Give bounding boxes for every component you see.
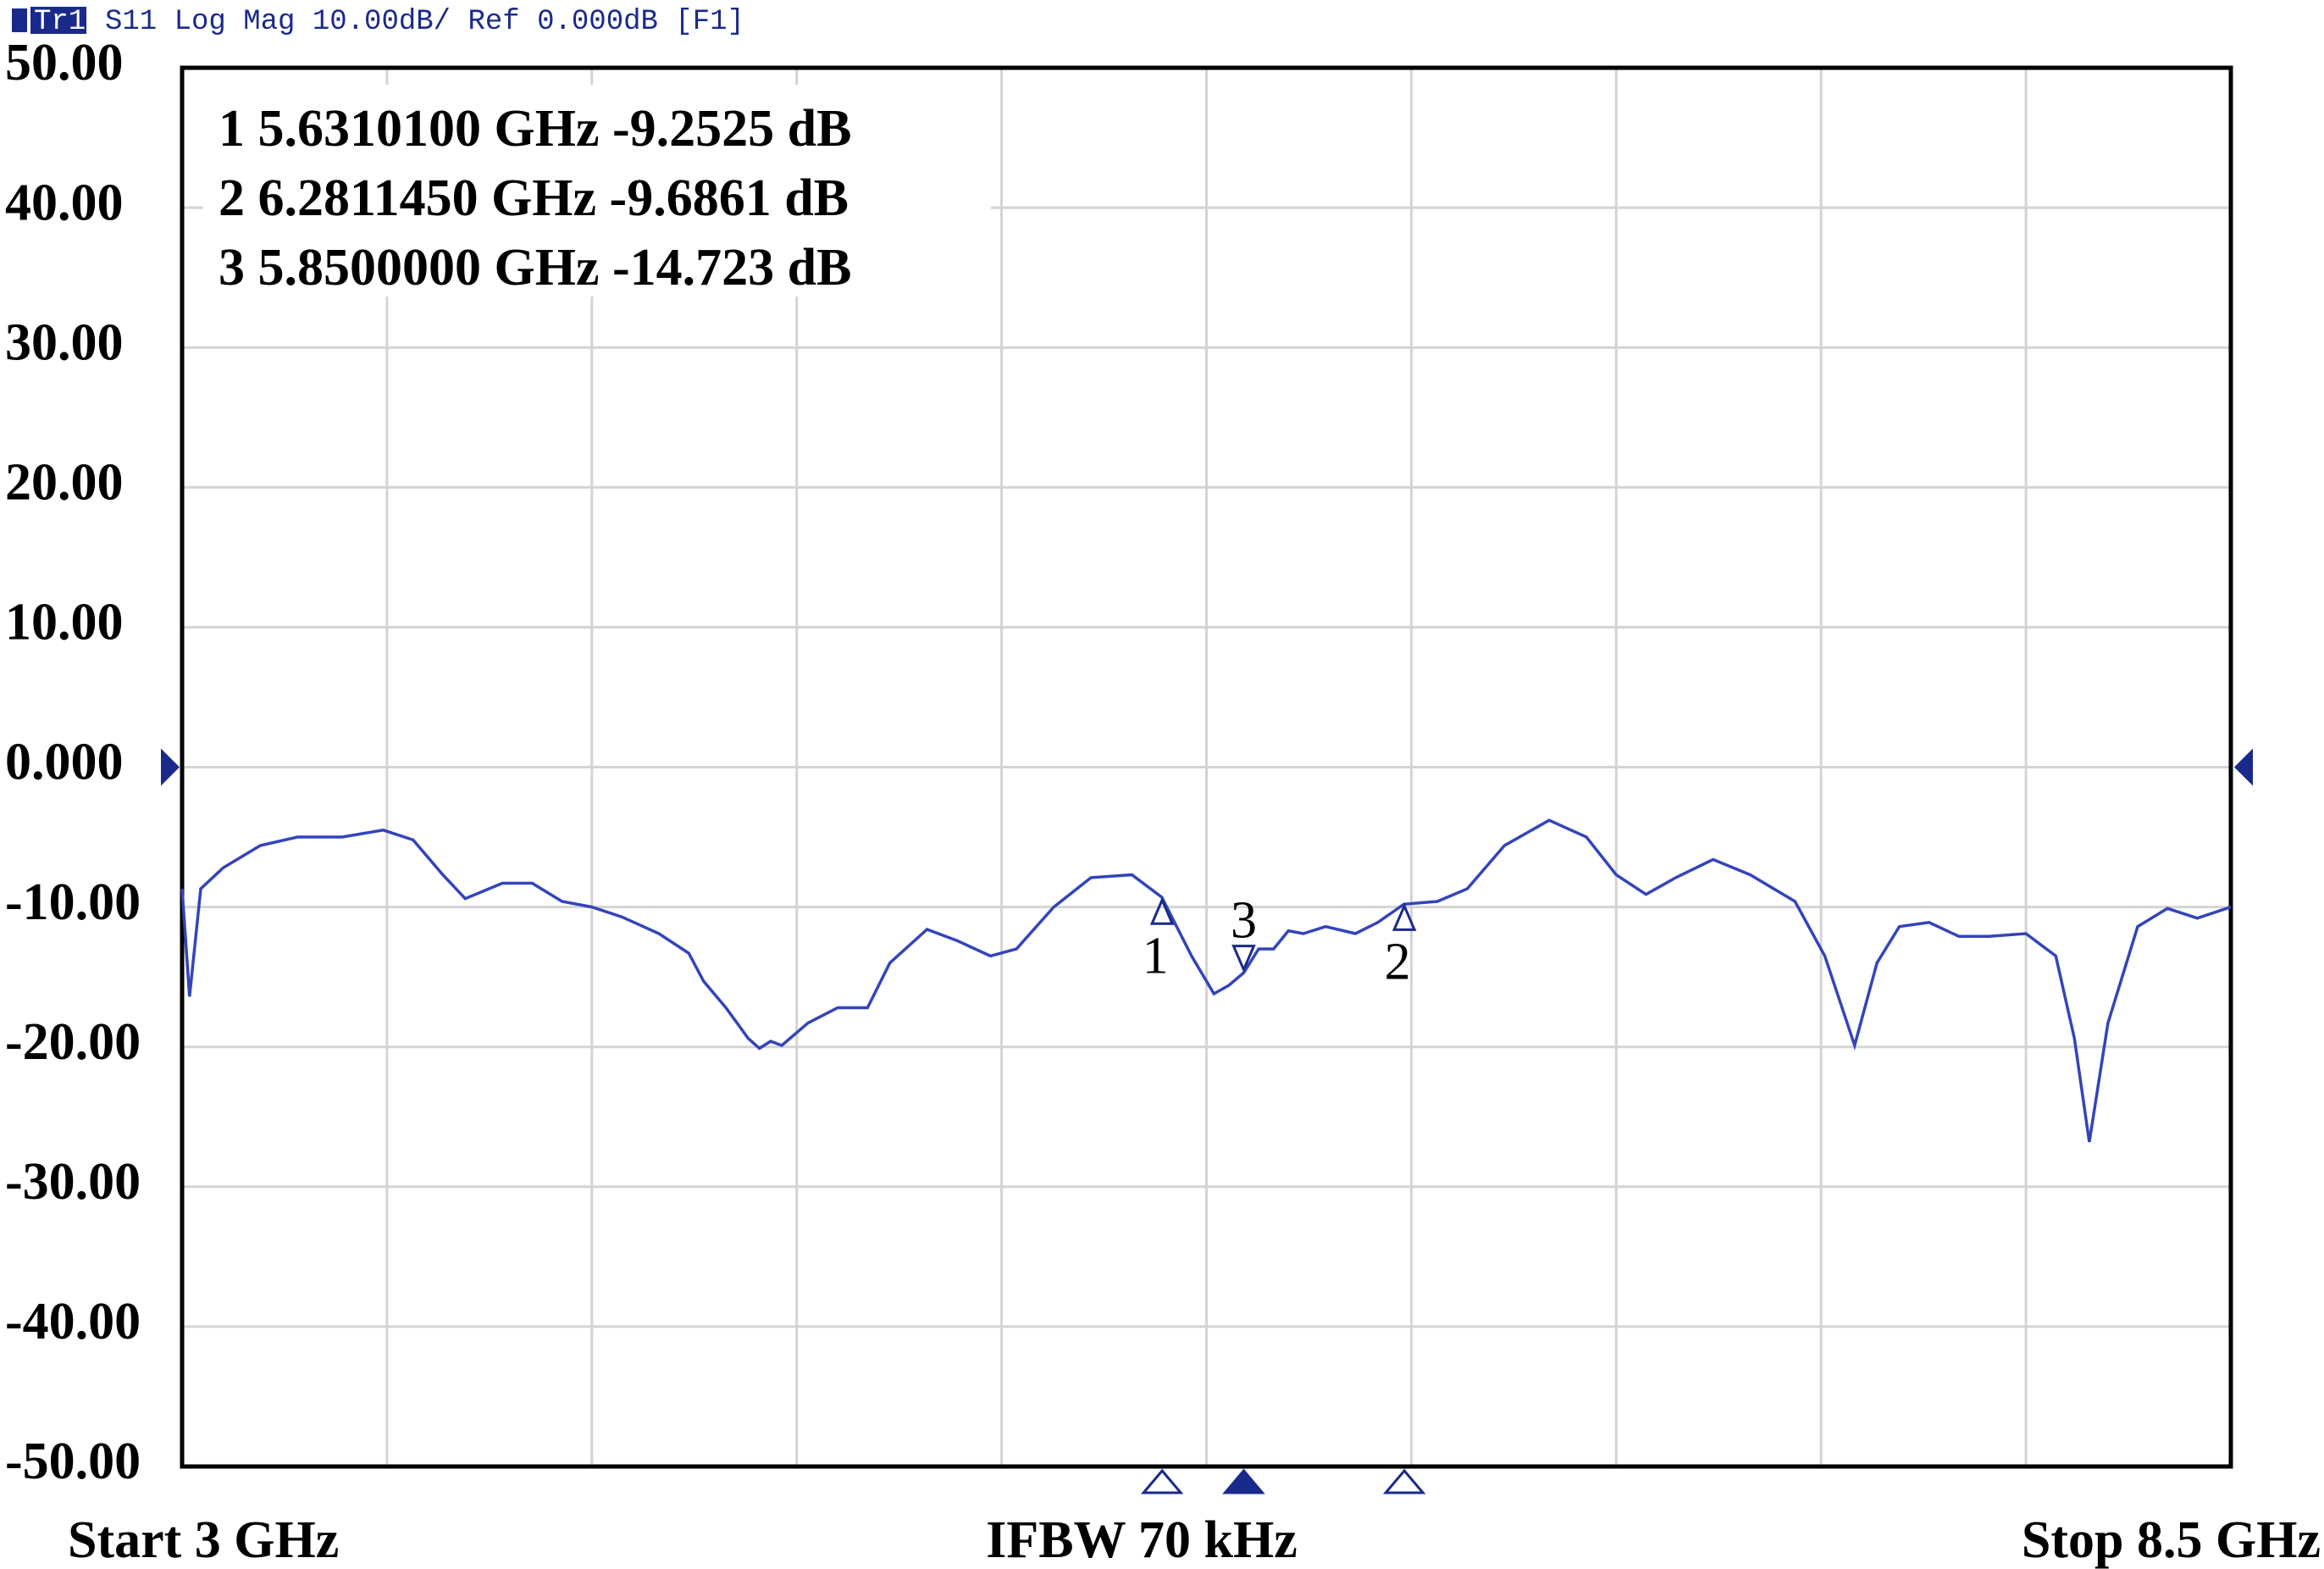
marker-label: 2	[1385, 933, 1411, 990]
marker-readout: 1 5.6310100 GHz -9.2525 dB	[219, 100, 851, 158]
marker-triangle	[1149, 896, 1175, 925]
y-tick-label: 50.00	[5, 34, 124, 91]
marker-readout: 2 6.2811450 GHz -9.6861 dB	[219, 169, 849, 227]
y-tick-label: -30.00	[5, 1153, 141, 1211]
marker-readout-box	[203, 85, 991, 297]
marker-readout: 3 5.8500000 GHz -14.723 dB	[219, 239, 851, 297]
ifbw-label: IFBW 70 kHz	[986, 1511, 1297, 1569]
marker-label: 3	[1231, 892, 1257, 950]
trace-header: S11 Log Mag 10.00dB/ Ref 0.000dB [F1]	[105, 6, 744, 38]
y-tick-label: -10.00	[5, 873, 141, 931]
y-tick-label: 30.00	[5, 313, 124, 371]
trace-arrow	[12, 8, 27, 32]
y-tick-label: -50.00	[5, 1433, 141, 1490]
marker-triangle	[1392, 902, 1417, 931]
reference-marker-right	[2234, 748, 2253, 786]
y-tick-label: 0.000	[5, 734, 124, 791]
y-tick-label: 20.00	[5, 454, 124, 512]
marker-axis-triangle	[1382, 1468, 1426, 1494]
reference-marker-left	[161, 748, 180, 786]
marker-axis-triangle	[1222, 1468, 1265, 1494]
marker-label: 1	[1143, 927, 1169, 984]
trace-line	[180, 818, 2232, 1143]
y-tick-label: -20.00	[5, 1013, 141, 1071]
trace-id[interactable]: Tr1	[34, 6, 86, 38]
start-label: Start 3 GHz	[68, 1511, 339, 1569]
trace-badge[interactable]	[30, 7, 86, 34]
y-tick-label: 10.00	[5, 594, 124, 651]
plot-frame	[180, 65, 2233, 1469]
marker-triangle	[1231, 945, 1256, 973]
y-tick-label: 40.00	[5, 174, 124, 231]
stop-label: Stop 8.5 GHz	[2022, 1511, 2321, 1569]
y-tick-label: -40.00	[5, 1293, 141, 1350]
marker-axis-triangle	[1140, 1468, 1184, 1494]
